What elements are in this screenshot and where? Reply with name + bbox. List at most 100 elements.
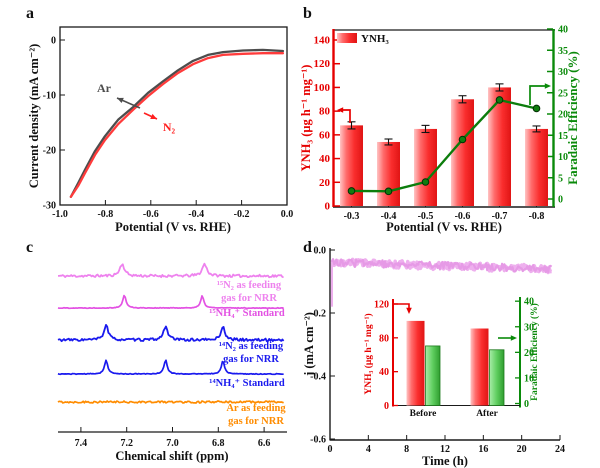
bar-yield <box>414 128 437 206</box>
panel-a-annotation-n2: N₂ <box>163 120 176 134</box>
panel-b-x-axis-title: Potential (V vs. RHE) <box>386 220 502 234</box>
panel-d-y-tick-label: -0.4 <box>310 372 326 383</box>
inset-left-tick-label: 80 <box>379 333 389 344</box>
panel-d-x-tick-label: 4 <box>366 444 371 455</box>
inset-right-tick-label: 10 <box>524 373 534 384</box>
panel-a-y-tick-label: 0 <box>51 36 56 47</box>
arrowhead <box>150 113 157 119</box>
bar-yield <box>451 99 474 206</box>
trace-label-ar-line1: Ar as feeding <box>226 403 286 414</box>
panel-b-category-label: -0.6 <box>455 211 471 222</box>
panel-b-left-tick-label: 120 <box>314 58 331 70</box>
bar-yield <box>488 87 511 206</box>
fe-marker <box>384 187 393 196</box>
inset-left-tick-label: 0 <box>384 401 389 412</box>
panel-b-category-label: -0.5 <box>418 211 434 222</box>
panel-c-x-tick-label: 6.8 <box>212 438 225 449</box>
panel-d-x-tick-label: 0 <box>328 444 333 455</box>
panel-b-category-label: -0.7 <box>492 211 508 222</box>
trace-label-15n2-line2: gas for NRR <box>221 293 277 304</box>
trace-label-15n2-line1: ¹⁵N₂ as feeding <box>217 280 282 291</box>
panel-a-x-tick-label: -0.2 <box>234 209 250 220</box>
inset-elbow-red <box>394 303 410 311</box>
panel-d-inset-right-y-axis-title: Faradaic Efficiency (%) <box>529 303 540 401</box>
bar-yield <box>377 141 400 206</box>
fe-marker <box>495 96 504 104</box>
panel-d-y-tick-label: -0.6 <box>310 435 326 446</box>
bar-yield <box>525 128 548 206</box>
panel-b-right-tick-label: 15 <box>558 131 568 142</box>
panel-c-letter: c <box>26 239 33 256</box>
panel-a-annotation-ar: Ar <box>97 81 112 95</box>
panel-d-letter: d <box>303 239 312 256</box>
trace-label-14n2-line1: ¹⁴N₂ as feeding <box>219 341 284 352</box>
panel-b-left-tick-label: 0 <box>325 201 331 213</box>
arrowhead <box>117 97 124 104</box>
nmr-trace-15N2-feeding-gas <box>58 262 284 279</box>
nmr-trace-14N2-feeding-gas <box>57 324 285 343</box>
panel-b-right-tick-label: 5 <box>558 173 563 184</box>
panel-d-y-tick-label: -0.2 <box>310 309 326 320</box>
panel-c-x-tick-label: 7.4 <box>75 438 88 449</box>
panel-b-left-tick-label: 80 <box>319 106 331 118</box>
panel-a-y-tick-label: -10 <box>43 91 56 102</box>
panel-c-x-tick-label: 7.2 <box>120 438 133 449</box>
inset-bar-yield <box>406 320 425 406</box>
nmr-trace-15NH4-standard <box>57 294 284 310</box>
inset-group-label: After <box>476 409 498 419</box>
panel-a-frame <box>59 26 288 206</box>
panel-d-x-tick-label: 24 <box>555 444 565 455</box>
fe-marker <box>421 178 430 186</box>
panel-b-left-tick-label: 100 <box>314 82 331 94</box>
arrowhead <box>544 83 551 89</box>
panel-b-category-label: -0.8 <box>529 211 545 222</box>
bar-yield <box>340 125 363 206</box>
panel-d-x-tick-label: 12 <box>440 444 450 455</box>
panel-c-x-axis-title: Chemical shift (ppm) <box>115 449 228 463</box>
curve-N₂ <box>69 52 285 198</box>
panel-b-category-label: -0.4 <box>381 211 397 222</box>
panel-d-x-tick-label: 16 <box>478 444 488 455</box>
trace-label-ar-line2: gas for NRR <box>228 416 284 427</box>
panel-d-x-axis-title: Time (h) <box>422 454 468 468</box>
fe-marker <box>458 135 467 144</box>
panel-b-left-tick-label: 60 <box>319 129 331 141</box>
panel-b-legend-label: YNH₃ <box>361 33 389 45</box>
arrowhead <box>406 307 412 314</box>
panel-b-right-tick-label: 20 <box>558 110 568 121</box>
panel-b-right-tick-label: 35 <box>558 46 568 57</box>
fe-marker <box>532 104 541 113</box>
panel-b-right-tick-label: 30 <box>558 67 568 78</box>
inset-left-tick-label: 40 <box>379 367 389 378</box>
panel-d-y-tick-label: 0.0 <box>314 246 327 257</box>
panel-b-legend-swatch <box>337 33 357 43</box>
panel-a-x-axis-title: Potential (V vs. RHE) <box>115 220 231 234</box>
fe-line <box>351 98 537 193</box>
fe-marker <box>347 187 356 195</box>
panel-c-x-tick-label: 7.0 <box>166 438 179 449</box>
inset-group-label: Before <box>410 409 437 419</box>
trace-label-15nh4-standard: ¹⁵NH₄⁺ Standard <box>209 308 285 319</box>
panel-a-x-tick-label: 0.0 <box>281 209 294 220</box>
inset-right-tick-label: 20 <box>524 348 534 359</box>
panel-d-x-tick-label: 20 <box>517 444 527 455</box>
panel-b-right-tick-label: 10 <box>558 152 568 163</box>
inset-right-tick-label: 30 <box>524 322 534 333</box>
panel-c-x-tick-label: 6.6 <box>258 438 271 449</box>
panel-a-x-tick-label: -1.0 <box>52 209 68 220</box>
panel-a-y-tick-label: -20 <box>43 146 56 157</box>
charts-layer: -1.0 -0.8 -0.6 -0.4 -0.2 0.00-10-20-30 0204060… <box>43 25 568 456</box>
panel-a-x-tick-label: -0.6 <box>143 209 159 220</box>
arrowhead <box>510 335 517 341</box>
nmr-trace-Ar-feeding-gas <box>57 400 284 404</box>
panel-d-inset-left-y-axis-title: YNH₃ (μg h⁻¹ mg⁻¹) <box>363 313 374 394</box>
inset-right-tick-label: 40 <box>524 297 534 308</box>
panel-d-y-axis-title: j (mA cm⁻²) <box>302 312 316 377</box>
panel-b-letter: b <box>303 5 312 22</box>
arrowhead <box>337 107 344 113</box>
inset-bar-fe <box>425 345 441 406</box>
elbow-green <box>529 85 546 105</box>
trace-label-14nh4-standard: ¹⁴NH₄⁺ Standard <box>209 378 285 389</box>
